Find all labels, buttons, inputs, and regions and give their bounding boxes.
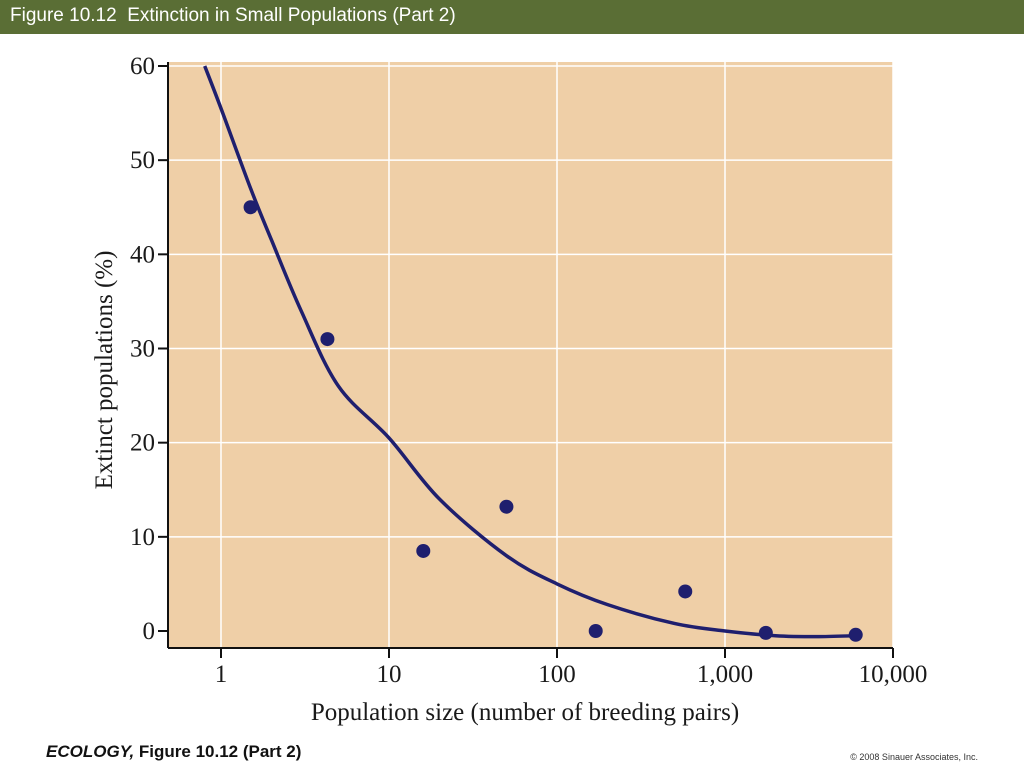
x-tick-label: 10 (377, 661, 402, 688)
y-tick-label: 40 (130, 241, 155, 268)
tick-labels: 0 10 20 30 40 50 60 1 10 100 1,000 10,000 (130, 53, 927, 688)
y-tick-label: 30 (130, 336, 155, 363)
data-point (758, 625, 773, 640)
footer-figure: Figure 10.12 (Part 2) (134, 742, 302, 761)
data-point (320, 332, 335, 347)
y-tick-label: 60 (130, 53, 155, 80)
extinction-chart: 0 10 20 30 40 50 60 1 10 100 1,000 10,000 Populatio… (91, 53, 927, 726)
footer-citation: ECOLOGY, Figure 10.12 (Part 2) (46, 742, 301, 762)
x-tick-label: 10,000 (859, 661, 928, 688)
x-axis-label: Population size (number of breeding pair… (311, 699, 739, 726)
grid-lines (168, 62, 894, 648)
data-point (848, 627, 863, 642)
y-tick-label: 10 (130, 524, 155, 551)
data-points (243, 200, 863, 642)
y-tick-label: 0 (143, 618, 156, 645)
data-point (678, 584, 693, 599)
footer-copyright: © 2008 Sinauer Associates, Inc. (850, 752, 978, 762)
plot-background (168, 62, 893, 648)
y-tick-label: 20 (130, 430, 155, 457)
fitted-curve (203, 65, 856, 639)
data-point (499, 499, 514, 514)
figure-title: Figure 10.12 Extinction in Small Populat… (10, 5, 456, 26)
x-tick-label: 1,000 (697, 661, 753, 688)
footer-book: ECOLOGY, (46, 742, 135, 761)
title-bar: Figure 10.12 Extinction in Small Populat… (0, 0, 1024, 34)
y-axis-label: Extinct populations (%) (91, 251, 118, 490)
x-tick-label: 1 (215, 661, 228, 688)
data-point (588, 624, 603, 638)
data-point (416, 543, 431, 558)
x-tick-label: 100 (538, 661, 576, 688)
y-tick-label: 50 (130, 147, 155, 174)
data-point (243, 200, 258, 215)
